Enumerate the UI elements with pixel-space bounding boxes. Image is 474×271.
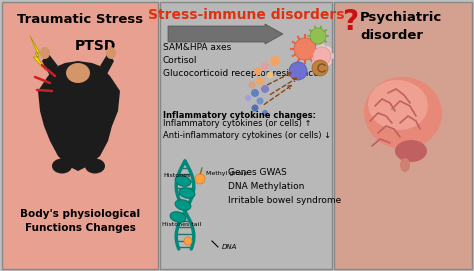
- Circle shape: [294, 38, 316, 60]
- Ellipse shape: [364, 77, 442, 149]
- Ellipse shape: [66, 63, 90, 83]
- Text: Histones: Histones: [163, 173, 190, 178]
- Text: Histones tail: Histones tail: [162, 222, 201, 227]
- Text: Stress-immune disorders: Stress-immune disorders: [148, 8, 344, 22]
- Text: Traumatic Stress: Traumatic Stress: [17, 13, 143, 26]
- Circle shape: [195, 174, 205, 184]
- Ellipse shape: [40, 47, 50, 59]
- Circle shape: [256, 77, 264, 85]
- Circle shape: [262, 110, 268, 116]
- Ellipse shape: [368, 80, 428, 130]
- Ellipse shape: [179, 188, 195, 198]
- Ellipse shape: [106, 47, 116, 59]
- Circle shape: [318, 44, 326, 52]
- Text: Inflammatory cytokine changes:: Inflammatory cytokine changes:: [163, 111, 316, 120]
- Circle shape: [252, 105, 258, 111]
- Circle shape: [245, 95, 251, 101]
- Ellipse shape: [85, 159, 105, 173]
- Circle shape: [310, 28, 326, 44]
- Ellipse shape: [175, 200, 191, 210]
- Bar: [160, 2, 332, 269]
- Circle shape: [289, 62, 307, 80]
- Ellipse shape: [52, 159, 72, 173]
- Circle shape: [318, 60, 326, 68]
- Circle shape: [251, 89, 259, 97]
- Circle shape: [312, 58, 320, 66]
- Ellipse shape: [170, 212, 186, 222]
- Circle shape: [312, 46, 320, 54]
- Ellipse shape: [400, 158, 410, 172]
- Circle shape: [261, 62, 269, 70]
- Circle shape: [248, 82, 255, 89]
- Circle shape: [266, 72, 273, 79]
- Circle shape: [312, 60, 328, 76]
- Ellipse shape: [175, 176, 191, 186]
- Polygon shape: [100, 53, 114, 76]
- Circle shape: [324, 46, 332, 54]
- Circle shape: [261, 85, 269, 93]
- Text: Body's physiological
Functions Changes: Body's physiological Functions Changes: [20, 209, 140, 233]
- Circle shape: [270, 56, 280, 66]
- Text: SAM&HPA axes
Cortisol
Glucocorticoid receptor resistance: SAM&HPA axes Cortisol Glucocorticoid rec…: [163, 43, 319, 78]
- Text: PTSD: PTSD: [74, 39, 116, 53]
- Circle shape: [184, 237, 192, 245]
- Polygon shape: [38, 61, 120, 171]
- Circle shape: [313, 47, 331, 65]
- Ellipse shape: [395, 140, 427, 162]
- Bar: [334, 2, 472, 269]
- Polygon shape: [30, 36, 46, 71]
- FancyArrow shape: [168, 24, 283, 44]
- Circle shape: [254, 67, 262, 75]
- Text: ?: ?: [342, 8, 358, 36]
- Bar: [2, 2, 158, 269]
- Text: Inflammatory cytokines (or cells) ↑
Anti-inflammatory cytokines (or cells) ↓: Inflammatory cytokines (or cells) ↑ Anti…: [163, 119, 331, 140]
- Text: Methyl group: Methyl group: [206, 170, 247, 176]
- Text: DNA: DNA: [222, 244, 237, 250]
- Text: Genes GWAS
DNA Methylation
Irritable bowel syndrome: Genes GWAS DNA Methylation Irritable bow…: [228, 168, 341, 205]
- Circle shape: [324, 58, 332, 66]
- Polygon shape: [42, 53, 58, 76]
- Circle shape: [326, 52, 334, 60]
- Circle shape: [256, 98, 264, 105]
- Text: Psychiatric
disorder: Psychiatric disorder: [360, 11, 442, 42]
- Circle shape: [310, 52, 318, 60]
